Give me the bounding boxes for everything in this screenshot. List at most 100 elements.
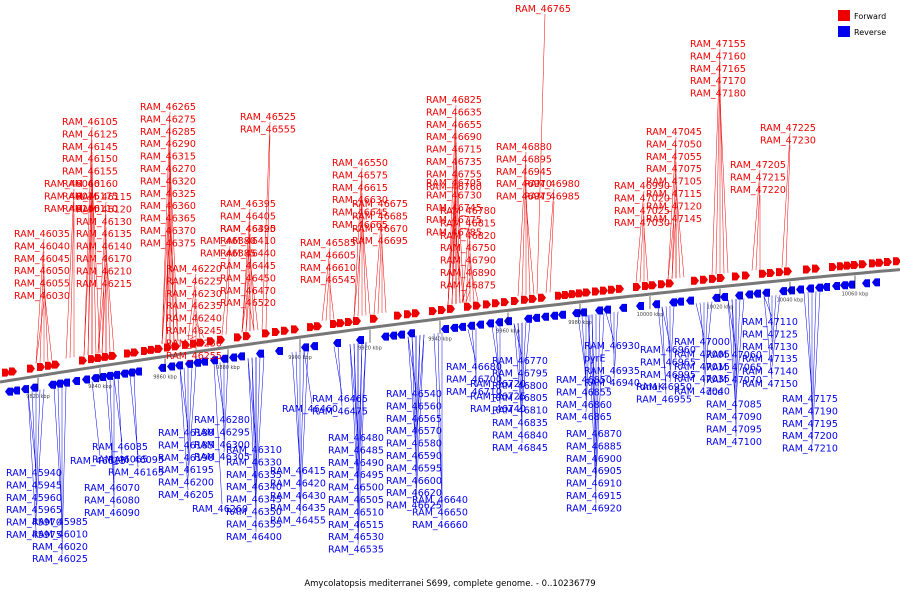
leader-line	[643, 228, 649, 282]
reverse-gene-label: RAM_46950	[636, 382, 692, 393]
leader-line	[591, 314, 597, 504]
leader-line	[133, 375, 139, 468]
reverse-gene-label: RAM_47190	[782, 406, 838, 417]
leader-line	[101, 276, 107, 353]
reverse-gene-arrow	[127, 368, 135, 377]
leader-line	[415, 334, 425, 501]
forward-gene-arrow	[851, 260, 859, 269]
forward-gene-label: RAM_46440	[220, 249, 276, 260]
leader-line	[241, 208, 251, 333]
leader-line	[595, 313, 605, 479]
leader-line	[469, 253, 475, 302]
reverse-gene-arrow	[210, 356, 218, 365]
reverse-swatch	[838, 26, 850, 37]
reverse-gene-label: RAM_47210	[782, 444, 838, 455]
leader-line	[635, 190, 645, 283]
forward-gene-arrow	[732, 272, 740, 281]
leader-line	[303, 350, 313, 405]
leader-line	[811, 291, 817, 432]
leader-line	[719, 98, 729, 273]
reverse-gene-arrow	[467, 321, 475, 330]
leader-line	[495, 325, 501, 392]
reverse-gene-label: RAM_45960	[6, 493, 62, 504]
leader-line	[165, 124, 171, 344]
leader-line	[191, 286, 197, 340]
reverse-gene-arrow	[175, 361, 183, 370]
reverse-gene-label: RAM_46095	[108, 455, 164, 466]
reverse-gene-label: RAM_46725	[470, 391, 526, 402]
forward-gene-arrow	[438, 305, 446, 314]
leader-line	[349, 344, 359, 434]
forward-gene-arrow	[555, 291, 563, 300]
forward-gene-arrow	[281, 326, 289, 335]
reverse-gene-label: RAM_46350	[226, 507, 282, 518]
leader-line	[109, 378, 115, 496]
reverse-gene-label: RAM_46495	[328, 470, 384, 481]
forward-gene-arrow	[164, 343, 172, 352]
forward-gene-label: RAM_46635	[426, 107, 482, 118]
leader-line	[91, 381, 101, 457]
legend-reverse-label: Reverse	[854, 28, 886, 37]
reverse-gene-label: RAM_46025	[32, 554, 88, 565]
forward-gene-label: RAM_47045	[646, 127, 702, 138]
forward-gene-arrow	[412, 309, 420, 318]
reverse-gene-label: RAM_46205	[158, 490, 214, 501]
forward-gene-arrow	[345, 318, 353, 327]
reverse-gene-label: RAM_45965	[6, 505, 62, 516]
scale-tick-label: 9820 kbp	[26, 394, 50, 400]
forward-gene-label: RAM_46605	[300, 250, 356, 261]
forward-gene-arrow	[37, 363, 45, 372]
reverse-gene-arrow	[558, 310, 566, 319]
forward-gene-label: RAM_46255	[166, 351, 222, 362]
leader-line	[255, 356, 261, 483]
leader-line	[353, 167, 363, 317]
leader-line	[241, 233, 251, 333]
forward-gene-label: RAM_46575	[332, 170, 388, 181]
leader-line	[581, 315, 587, 388]
forward-gene-arrow	[583, 288, 591, 297]
forward-gene-label: RAM_46170	[76, 254, 132, 265]
reverse-gene-arrow	[381, 332, 389, 341]
leader-line	[35, 300, 45, 364]
forward-gene-label: RAM_46555	[240, 124, 296, 135]
reverse-gene-arrow	[532, 313, 540, 322]
forward-gene-arrow	[404, 310, 412, 319]
forward-gene-label: RAM_46115	[76, 192, 132, 203]
forward-gene-label: RAM_46875	[440, 280, 496, 291]
forward-gene-arrow	[501, 298, 509, 307]
leader-line	[415, 335, 421, 427]
reverse-gene-label: RAM_47090	[706, 412, 762, 423]
leader-line	[91, 176, 101, 354]
forward-gene-label: RAM_46525	[240, 112, 296, 123]
reverse-gene-arrow	[91, 374, 99, 383]
reverse-gene-label: RAM_46650	[412, 507, 468, 518]
reverse-gene-label: RAM_46065	[92, 454, 148, 465]
leader-line	[261, 121, 271, 330]
leader-line	[245, 221, 251, 332]
leader-line	[195, 311, 201, 339]
leader-line	[39, 251, 45, 363]
forward-gene-label: RAM_46615	[332, 183, 388, 194]
leader-line	[451, 117, 457, 305]
reverse-gene-label: RAM_46560	[386, 401, 442, 412]
reverse-gene-label: RAM_46680	[446, 362, 502, 373]
reverse-gene-label: RAM_46995	[640, 370, 696, 381]
forward-gene-label: RAM_47225	[760, 123, 816, 134]
leader-line	[767, 295, 773, 330]
forward-gene-label: RAM_46225	[166, 276, 222, 287]
leader-line	[97, 201, 107, 354]
leader-line	[613, 311, 619, 379]
forward-gene-label: RAM_46060	[44, 179, 100, 190]
leader-line	[437, 332, 443, 508]
leader-line	[595, 313, 601, 467]
forward-gene-label: RAM_46250	[166, 338, 222, 349]
backbone	[0, 268, 900, 384]
leader-line	[699, 302, 705, 350]
leader-line	[161, 111, 171, 344]
reverse-gene-label: RAM_46940	[584, 378, 640, 389]
reverse-gene-label: RAM_46455	[270, 516, 326, 527]
leader-line	[353, 229, 363, 317]
forward-gene-label: RAM_46135	[76, 229, 132, 240]
reverse-gene-arrow	[541, 312, 549, 321]
reverse-gene-label: RAM_46355	[226, 519, 282, 530]
